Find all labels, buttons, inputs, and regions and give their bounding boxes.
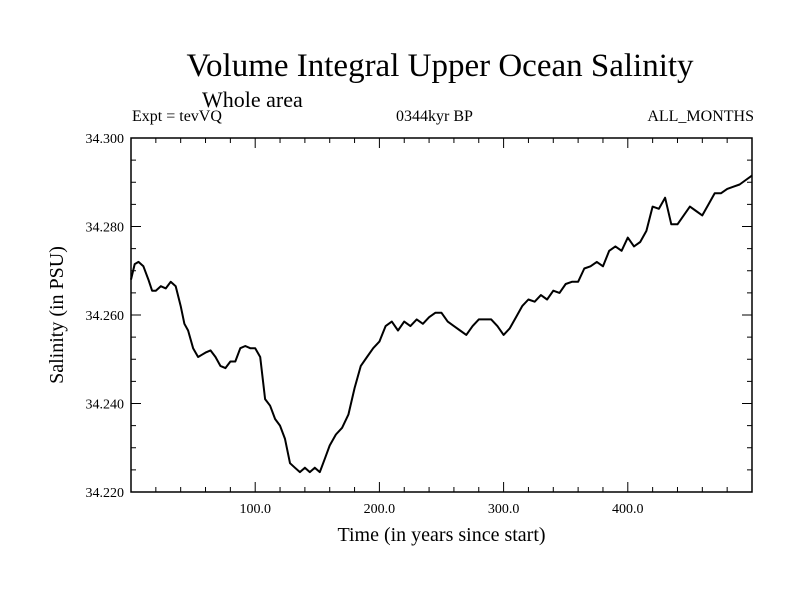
y-tick-label: 34.260	[86, 309, 125, 324]
x-tick-label: 400.0	[612, 502, 644, 517]
y-tick-label: 34.220	[86, 486, 125, 501]
chart-subtitle: Whole area	[202, 87, 303, 112]
chart-title: Volume Integral Upper Ocean Salinity	[186, 48, 694, 84]
y-tick-label: 34.280	[86, 221, 125, 236]
tick-group	[131, 137, 752, 493]
salinity-series-line	[130, 174, 753, 474]
experiment-label: Expt = tevVQ	[132, 108, 222, 125]
tick-label-group: 100.0 200.0 300.0 400.0 34.220 34.240 34.260 34…	[86, 132, 644, 517]
y-axis-label: Salinity (in PSU)	[46, 246, 68, 384]
x-tick-label: 200.0	[364, 502, 396, 517]
y-tick-label: 34.300	[86, 132, 125, 147]
period-label: 0344kyr BP	[396, 108, 473, 125]
months-label: ALL_MONTHS	[647, 108, 754, 125]
x-axis-label: Time (in years since start)	[337, 524, 545, 546]
x-tick-label: 100.0	[239, 502, 271, 517]
y-tick-label: 34.240	[86, 398, 125, 413]
x-tick-label: 300.0	[488, 502, 520, 517]
plot-frame	[130, 137, 753, 493]
